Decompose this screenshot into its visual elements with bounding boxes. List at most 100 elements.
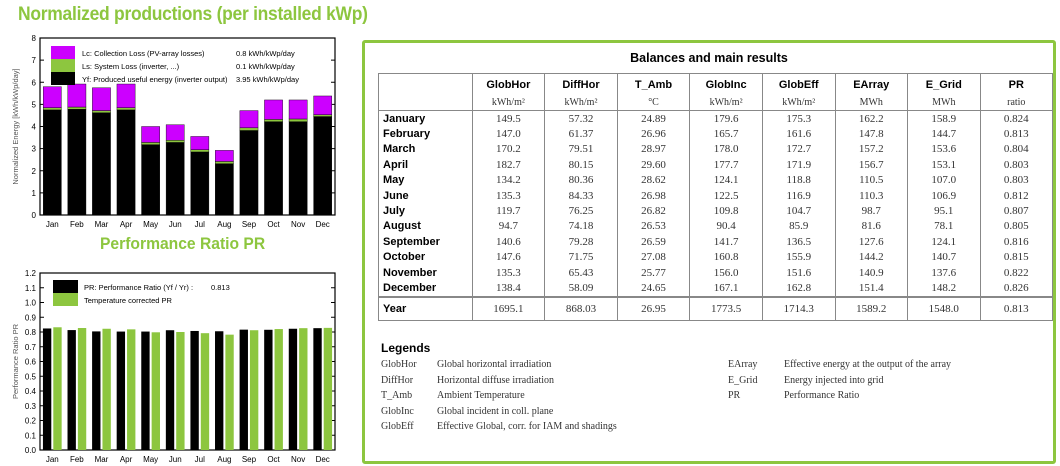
legend-desc: Horizontal diffuse irradiation (437, 374, 555, 386)
y-tick-label: 1.2 (25, 269, 37, 278)
table-cell: 90.4 (689, 218, 763, 235)
table-cell: 0.815 (979, 249, 1054, 265)
x-tick-label: May (143, 455, 158, 464)
table-cell: 178.0 (689, 141, 763, 158)
table-cell: 140.6 (471, 234, 546, 250)
table-cell: 94.7 (471, 218, 546, 235)
table-row: April 182.7 80.15 29.60 177.7 171.9 156.7 153.1… (378, 157, 1054, 173)
y-tick-label: 0.5 (25, 372, 37, 381)
table-cell: 156.0 (689, 264, 763, 281)
table-cell: 24.65 (616, 280, 691, 297)
normalized-production-chart: 0 1 2 3 4 5 6 7 8 Normalized Energy [kWh/kWp/day]… (11, 34, 336, 229)
table-cell: 25.77 (616, 264, 691, 281)
legend-value: 3.95 kWh/kWp/day (236, 75, 299, 84)
table-cell: 1589.2 (834, 295, 909, 321)
y-tick-label: 0.8 (25, 328, 37, 337)
legend-abbr: T_Amb (381, 390, 413, 401)
x-tick-label: Mar (95, 455, 109, 464)
bar-segment (264, 119, 283, 122)
table-cell: 106.9 (907, 187, 981, 204)
table-cell: August (378, 218, 473, 235)
y-tick-label: 2 (32, 167, 37, 176)
y-tick-label: 6 (32, 78, 37, 87)
year-row: Year 1695.1 868.03 26.95 1773.5 1714.3 1589.2 1… (378, 295, 1054, 321)
table-cell: 144.7 (907, 126, 981, 142)
table-cell: 162.8 (761, 280, 836, 297)
table-row: July 119.7 76.25 26.82 109.8 104.7 98.7 95.1 0.8… (378, 203, 1054, 219)
table-cell: 134.2 (471, 172, 546, 188)
table-cell: December (378, 280, 473, 297)
legend-swatch (53, 280, 78, 293)
bar (92, 331, 101, 450)
bar-segment (190, 136, 210, 150)
table-cell: 144.2 (834, 249, 909, 265)
table-cell: 1695.1 (471, 295, 546, 321)
bar (165, 330, 175, 450)
table-cell: 182.7 (471, 157, 546, 173)
legend-abbr: PR (728, 390, 741, 401)
legend-label: Ls: System Loss (inverter, ...) (82, 62, 180, 71)
table-cell: 165.7 (689, 126, 763, 142)
table-row: August 94.7 74.18 26.53 90.4 85.9 81.6 78.1 0.80… (378, 218, 1054, 235)
table-cell: 167.1 (689, 280, 763, 297)
table-cell: MWh (834, 94, 909, 111)
y-tick-label: 0.4 (25, 387, 37, 396)
y-tick-label: 0.3 (25, 402, 37, 411)
y-tick-label: 0 (32, 211, 37, 220)
x-tick-label: Sep (242, 455, 257, 464)
table-cell: 0.822 (979, 264, 1054, 281)
y-tick-label: 0.9 (25, 313, 37, 322)
table-cell: 118.8 (761, 172, 836, 188)
table-cell: kWh/m² (761, 94, 836, 111)
x-tick-label: Apr (120, 455, 133, 464)
header-row: GlobHor DiffHor T_Amb GlobInc GlobEff EArray E… (378, 73, 1054, 94)
table-cell: 26.98 (616, 187, 691, 204)
column-header: GlobHor (471, 73, 546, 94)
table-row: June 135.3 84.33 26.98 122.5 116.9 110.3 106.9 0… (378, 187, 1054, 204)
x-tick-label: Nov (291, 220, 305, 229)
table-cell: kWh/m² (471, 94, 546, 111)
bar-segment (92, 110, 111, 113)
y-axis-label: Performance Ratio PR (11, 323, 20, 399)
column-header: EArray (834, 73, 909, 94)
table-cell: 172.7 (761, 141, 836, 158)
table-cell: May (378, 172, 473, 188)
table-cell: 160.8 (689, 249, 763, 265)
bar-segment (141, 144, 160, 216)
bar-segment (165, 142, 185, 216)
y-tick-label: 0.7 (25, 343, 37, 352)
bar-segment (190, 151, 210, 216)
table-cell: 162.2 (834, 110, 909, 127)
table-cell: 151.4 (834, 280, 909, 297)
table-cell: July (378, 203, 473, 219)
table-cell: 157.2 (834, 141, 909, 158)
y-tick-label: 8 (32, 34, 37, 43)
table-cell: 28.62 (616, 172, 691, 188)
x-tick-label: Jun (169, 455, 182, 464)
bar-segment (288, 99, 308, 120)
table-cell: 26.59 (616, 234, 691, 250)
performance-ratio-title: Performance Ratio PR (100, 234, 266, 253)
bar-segment (141, 142, 160, 145)
column-header: T_Amb (616, 73, 691, 94)
bar (313, 328, 322, 450)
table-cell: kWh/m² (689, 94, 763, 111)
table-cell: 0.813 (979, 295, 1054, 321)
table-cell: 0.805 (979, 218, 1054, 235)
table-cell: April (378, 157, 473, 173)
table-cell: March (378, 141, 473, 158)
table-cell: 153.1 (907, 157, 981, 173)
legend-label: Lc: Collection Loss (PV-array losses) (82, 49, 205, 58)
y-tick-label: 3 (32, 145, 37, 154)
table-row: March 170.2 79.51 28.97 178.0 172.7 157.2 153.6… (378, 141, 1054, 158)
table-cell: 151.6 (761, 264, 836, 281)
table-row: September 140.6 79.28 26.59 141.7 136.5 127.6 1… (378, 234, 1054, 250)
x-tick-label: Nov (291, 455, 305, 464)
bar-segment (42, 86, 62, 108)
column-header: DiffHor (544, 73, 618, 94)
table-cell: 0.826 (979, 280, 1054, 297)
bar-segment (92, 87, 111, 111)
bar-segment (42, 109, 62, 216)
bar-segment (239, 127, 259, 131)
x-tick-label: Feb (70, 455, 84, 464)
